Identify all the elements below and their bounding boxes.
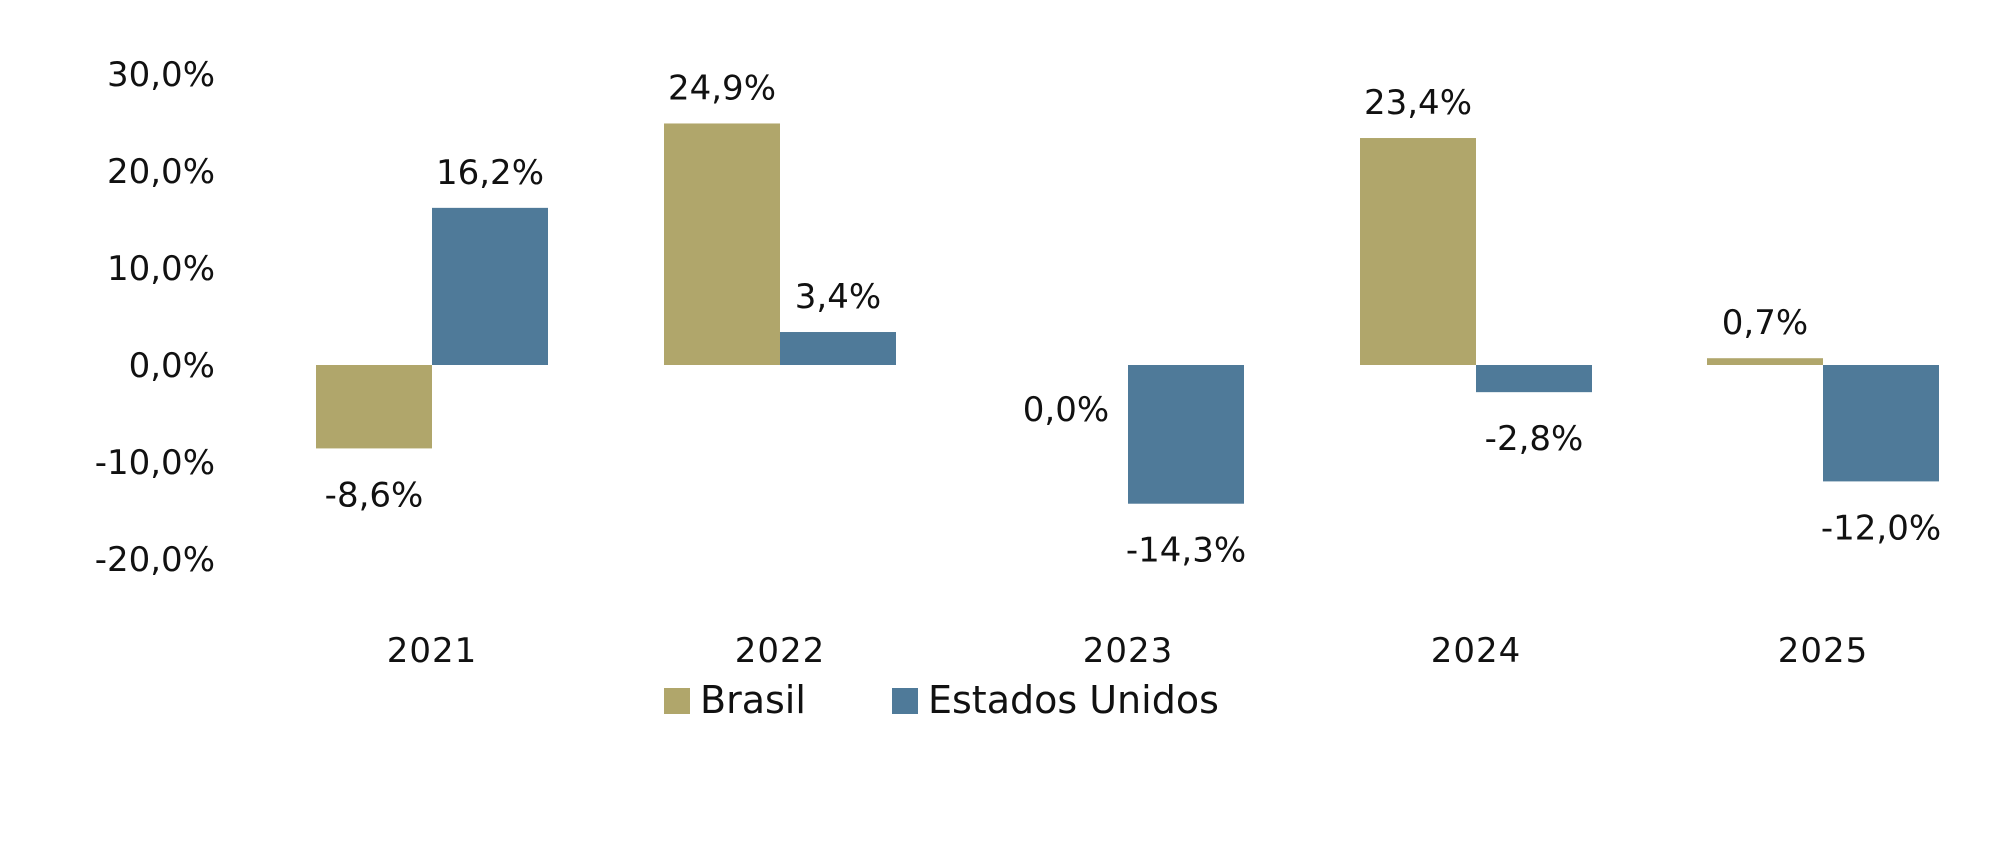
legend: Brasil Estados Unidos [664, 678, 1219, 722]
y-tick-label: -20,0% [95, 540, 215, 580]
bar-estados-unidos-2022 [780, 332, 896, 365]
x-tick-label: 2025 [1778, 631, 1869, 671]
bar-brasil-2021 [316, 365, 432, 449]
bar-brasil-2024 [1360, 138, 1476, 365]
legend-item-brasil: Brasil [664, 678, 806, 722]
legend-label: Estados Unidos [928, 678, 1219, 722]
y-tick-label: -10,0% [95, 443, 215, 483]
x-axis: 2021 2022 2023 2024 2025 [387, 631, 1869, 671]
data-label: -14,3% [1126, 531, 1246, 571]
y-tick-label: 10,0% [107, 249, 215, 289]
y-tick-label: 20,0% [107, 152, 215, 192]
data-labels: -8,6% 24,9% 0,0% 23,4% 0,7% 16,2% 3,4% -14,3% -2… [325, 68, 1941, 570]
bar-brasil-2025 [1707, 358, 1823, 365]
y-axis: 30,0% 20,0% 10,0% 0,0% -10,0% -20,0% [95, 55, 215, 580]
data-label: -2,8% [1485, 419, 1584, 459]
data-label: 0,7% [1722, 303, 1808, 343]
bars [316, 123, 1939, 504]
data-label: 0,0% [1023, 390, 1109, 430]
x-tick-label: 2024 [1431, 631, 1522, 671]
x-tick-label: 2023 [1083, 631, 1174, 671]
data-label: 23,4% [1364, 83, 1472, 123]
bar-estados-unidos-2025 [1823, 365, 1939, 482]
y-tick-label: 30,0% [107, 55, 215, 95]
legend-label: Brasil [700, 678, 806, 722]
x-tick-label: 2021 [387, 631, 478, 671]
data-label: -8,6% [325, 475, 424, 515]
bar-estados-unidos-2024 [1476, 365, 1592, 393]
data-label: 3,4% [795, 277, 881, 317]
data-label: -12,0% [1821, 508, 1941, 548]
y-tick-label: 0,0% [129, 346, 215, 386]
bar-estados-unidos-2021 [432, 207, 548, 365]
legend-item-estados-unidos: Estados Unidos [892, 678, 1219, 722]
data-label: 16,2% [436, 153, 544, 193]
legend-swatch [664, 688, 690, 714]
bar-brasil-2022 [664, 123, 780, 365]
x-tick-label: 2022 [735, 631, 826, 671]
legend-swatch [892, 688, 918, 714]
bar-estados-unidos-2023 [1128, 365, 1244, 504]
data-label: 24,9% [668, 68, 776, 108]
